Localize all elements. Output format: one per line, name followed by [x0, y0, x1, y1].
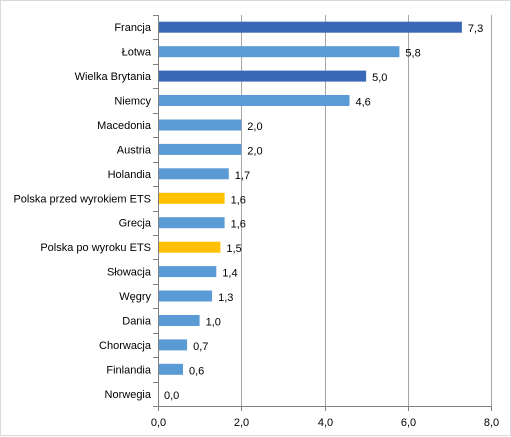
bar-3 — [159, 95, 350, 106]
value-label-0: 7,3 — [468, 23, 483, 35]
category-label-3: Niemcy — [114, 96, 151, 108]
bar-10 — [159, 266, 217, 278]
category-label-11: Węgry — [119, 291, 151, 303]
bar-14 — [159, 363, 183, 375]
x-tick-label-1: 2,0 — [234, 417, 249, 429]
category-label-4: Macedonia — [97, 120, 152, 132]
category-label-1: Łotwa — [122, 47, 152, 59]
value-label-13: 0,7 — [193, 341, 208, 353]
bar-0 — [159, 21, 462, 33]
bar-6 — [159, 168, 229, 180]
bar-2 — [159, 70, 367, 82]
value-label-7: 1,6 — [231, 194, 246, 206]
bar-4 — [159, 119, 242, 131]
value-label-2: 5,0 — [372, 72, 387, 84]
bar-8 — [159, 217, 225, 229]
value-label-3: 4,6 — [356, 97, 371, 109]
bar-5 — [159, 143, 242, 155]
x-tick-label-3: 6,0 — [401, 417, 416, 429]
value-label-6: 1,7 — [235, 170, 250, 182]
bar-13 — [159, 339, 188, 351]
value-label-15: 0,0 — [164, 390, 179, 402]
category-label-6: Holandia — [108, 169, 152, 181]
bars — [159, 21, 462, 375]
x-tick-label-0: 0,0 — [151, 417, 166, 429]
labels: 0,0 2,0 4,0 6,0 8,0 Francja 7,3 Łotwa 5,8 Wielka … — [13, 22, 499, 429]
category-label-7: Polska przed wyrokiem ETS — [13, 193, 151, 205]
category-label-9: Polska po wyroku ETS — [40, 242, 151, 254]
category-label-5: Austria — [117, 144, 152, 156]
bar-11 — [159, 290, 213, 302]
bar-9 — [159, 241, 221, 253]
category-label-13: Chorwacja — [99, 340, 152, 352]
bar-7 — [159, 192, 225, 204]
category-label-12: Dania — [122, 316, 152, 328]
category-label-15: Norwegia — [105, 389, 152, 401]
category-label-14: Finlandia — [106, 364, 152, 376]
value-label-8: 1,6 — [231, 219, 246, 231]
axes — [153, 15, 492, 411]
category-label-10: Słowacja — [107, 267, 152, 279]
value-label-10: 1,4 — [222, 268, 237, 280]
value-label-9: 1,5 — [226, 243, 241, 255]
value-label-12: 1,0 — [206, 317, 221, 329]
value-label-11: 1,3 — [218, 292, 233, 304]
value-label-5: 2,0 — [247, 145, 262, 157]
x-tick-label-2: 4,0 — [318, 417, 333, 429]
x-tick-label-4: 8,0 — [484, 417, 499, 429]
value-label-14: 0,6 — [189, 365, 204, 377]
bar-12 — [159, 315, 200, 326]
value-label-1: 5,8 — [405, 48, 420, 60]
value-label-4: 2,0 — [247, 121, 262, 133]
category-label-0: Francja — [114, 22, 152, 34]
bar-1 — [159, 46, 400, 58]
category-label-2: Wielka Brytania — [75, 71, 152, 83]
category-label-8: Grecja — [119, 218, 152, 230]
